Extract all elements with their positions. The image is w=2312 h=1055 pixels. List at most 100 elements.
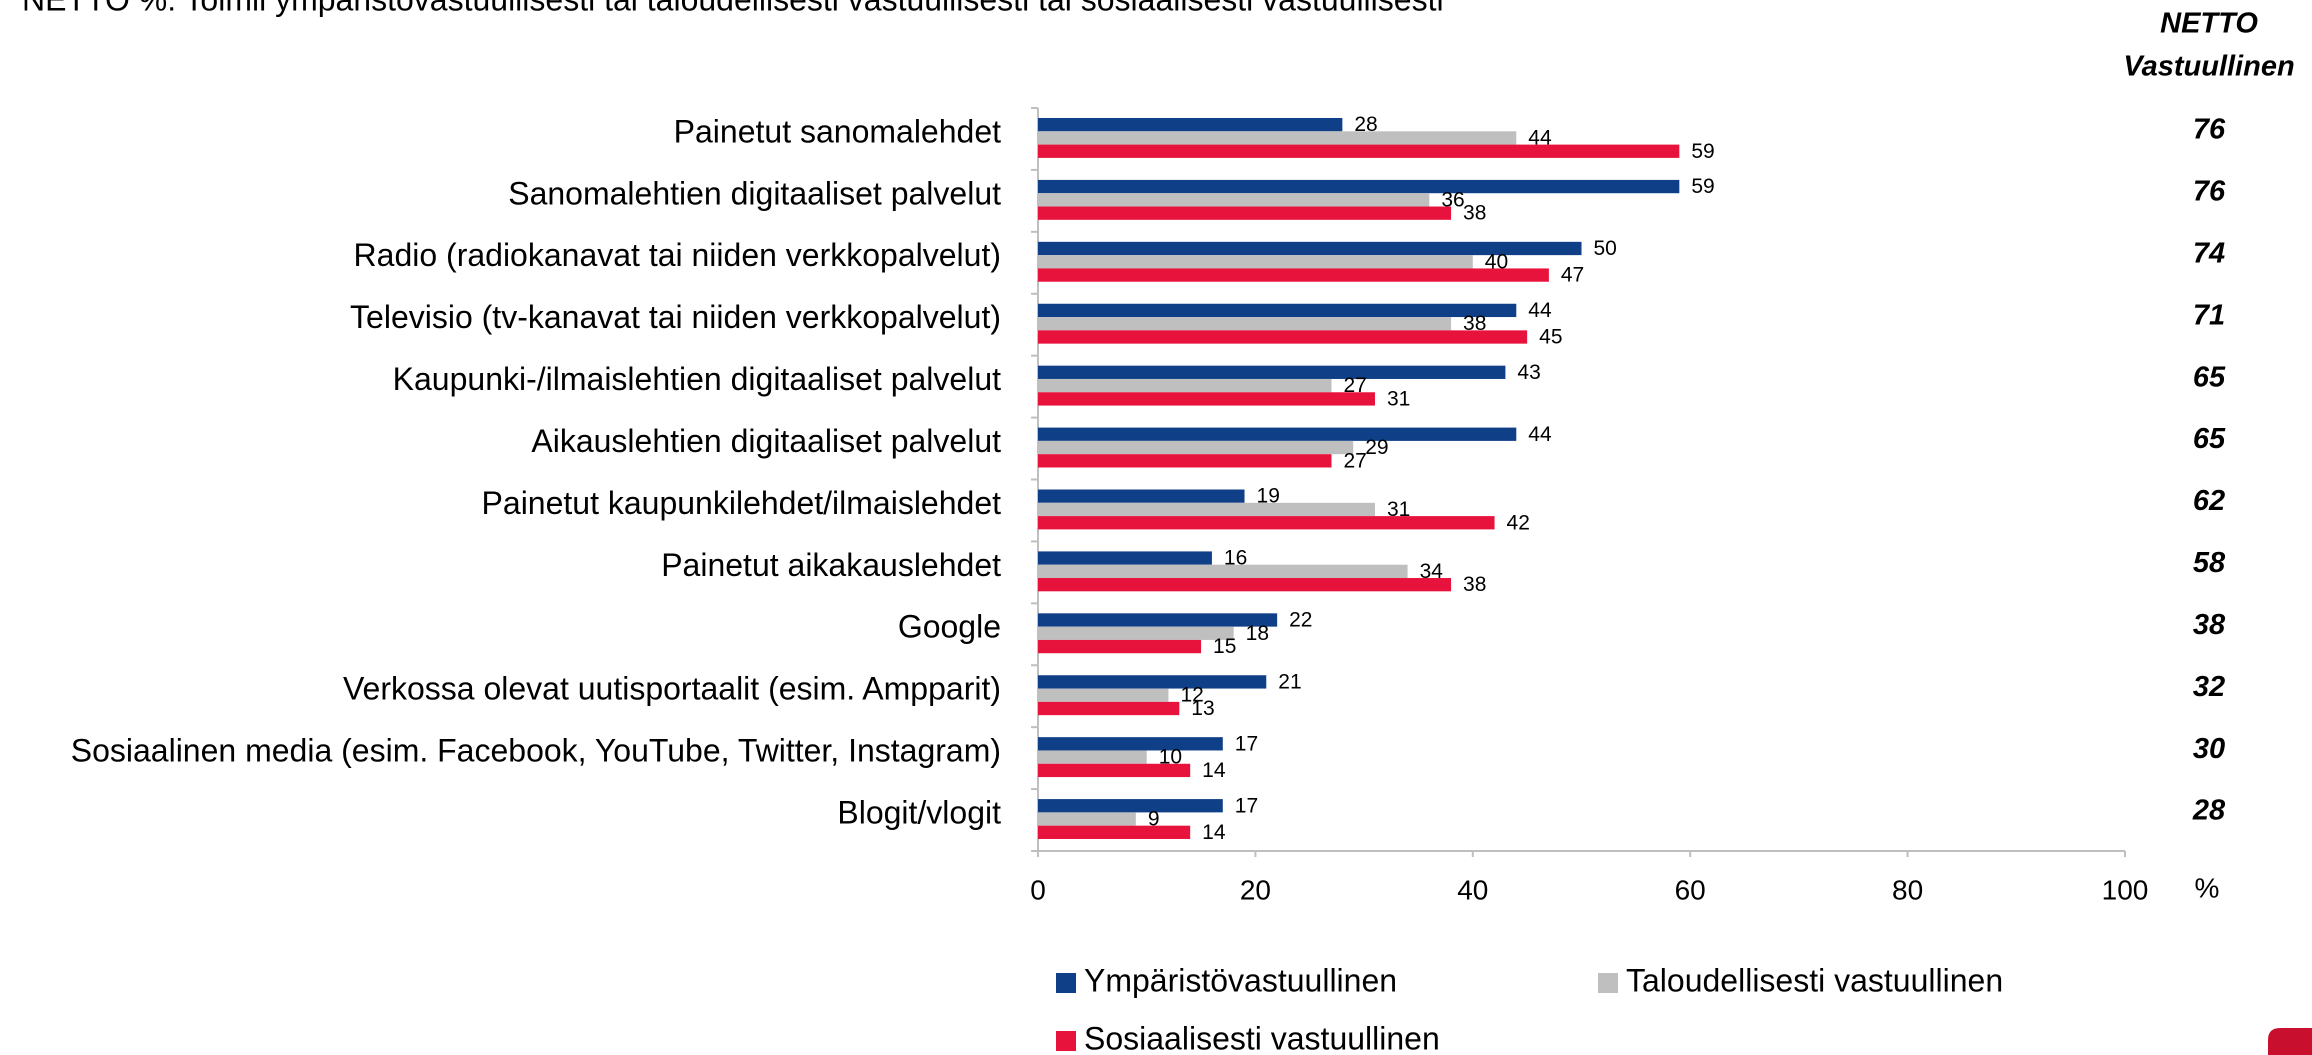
value-label: 42	[1507, 511, 1530, 534]
bar	[1038, 131, 1517, 145]
x-tick-label: 60	[1675, 874, 1706, 905]
value-label: 38	[1463, 312, 1486, 335]
legend-swatch	[1056, 1031, 1076, 1051]
value-label: 17	[1235, 732, 1258, 755]
bar	[1038, 812, 1136, 826]
bar	[1038, 564, 1408, 579]
netto-value: 65	[2193, 423, 2226, 455]
bar	[1038, 737, 1223, 751]
x-tick-label: 80	[1892, 874, 1923, 905]
netto-value: 28	[2192, 795, 2226, 827]
bar	[1038, 578, 1452, 592]
value-label: 28	[1354, 113, 1377, 136]
value-label: 21	[1278, 670, 1301, 693]
value-label: 17	[1235, 794, 1258, 817]
value-label: 50	[1594, 237, 1617, 260]
value-label: 59	[1691, 140, 1714, 163]
netto-value: 58	[2193, 547, 2226, 579]
value-label: 27	[1343, 374, 1366, 397]
value-label: 13	[1191, 697, 1214, 720]
category-label: Kaupunki-/ilmaislehtien digitaaliset pal…	[393, 361, 1001, 397]
x-tick-label: 0	[1030, 874, 1046, 905]
netto-value: 38	[2193, 609, 2226, 641]
x-unit: %	[2195, 872, 2220, 903]
category-label: Sanomalehtien digitaaliset palvelut	[508, 175, 1001, 211]
bar	[1038, 750, 1147, 764]
bar	[1038, 118, 1343, 132]
category-label: Sosiaalinen media (esim. Facebook, YouTu…	[71, 733, 1001, 769]
value-label: 9	[1148, 808, 1160, 831]
bar	[1038, 551, 1212, 565]
value-label: 14	[1202, 759, 1226, 782]
bar	[1038, 502, 1375, 517]
netto-value: 30	[2193, 733, 2225, 765]
x-tick-label: 40	[1457, 874, 1488, 905]
bar	[1038, 489, 1245, 503]
value-label: 38	[1463, 202, 1486, 225]
value-label: 10	[1159, 746, 1182, 769]
value-label: 43	[1517, 361, 1540, 384]
bar	[1038, 613, 1278, 627]
bar	[1038, 454, 1332, 468]
value-label: 44	[1528, 126, 1552, 149]
x-tick-label: 20	[1240, 874, 1271, 905]
legend-label: Taloudellisesti vastuullinen	[1626, 962, 2003, 998]
bar	[1038, 330, 1528, 344]
bar	[1038, 255, 1473, 269]
bar	[1038, 626, 1234, 640]
legend-label: Ympäristövastuullinen	[1084, 962, 1397, 998]
bar	[1038, 303, 1517, 318]
netto-value: 32	[2193, 671, 2225, 703]
netto-value: 65	[2193, 361, 2226, 393]
bar	[1038, 365, 1506, 379]
bar	[1038, 516, 1495, 530]
bar	[1038, 675, 1267, 689]
bar	[1038, 688, 1169, 702]
legend-swatch	[1598, 973, 1618, 993]
category-label: Painetut sanomalehdet	[674, 113, 1001, 149]
value-label: 44	[1528, 299, 1552, 322]
corner-logo	[2268, 1028, 2312, 1055]
category-label: Blogit/vlogit	[837, 794, 1001, 830]
value-label: 29	[1365, 436, 1388, 459]
bar	[1038, 392, 1375, 406]
chart-title: NETTO %: Toimii ympäristövastuullisesti …	[22, 0, 1444, 17]
bar	[1038, 317, 1452, 331]
bar	[1038, 144, 1680, 158]
bar	[1038, 427, 1517, 441]
value-label: 14	[1202, 821, 1226, 844]
legend-swatch	[1056, 973, 1076, 993]
value-label: 44	[1528, 423, 1552, 446]
value-label: 22	[1289, 609, 1312, 632]
bar	[1038, 378, 1332, 393]
bar	[1038, 799, 1223, 813]
netto-value: 62	[2193, 485, 2225, 517]
value-label: 47	[1561, 264, 1584, 287]
bar	[1038, 763, 1191, 778]
category-label: Painetut aikakauslehdet	[661, 547, 1001, 583]
bar	[1038, 701, 1180, 716]
netto-header: NETTO	[2160, 8, 2258, 40]
value-label: 31	[1387, 498, 1410, 521]
value-label: 31	[1387, 387, 1410, 410]
netto-value: 76	[2193, 176, 2226, 208]
bar	[1038, 206, 1452, 220]
legend-label: Sosiaalisesti vastuullinen	[1084, 1020, 1440, 1055]
bar	[1038, 639, 1202, 654]
bar	[1038, 440, 1354, 455]
category-label: Televisio (tv-kanavat tai niiden verkkop…	[350, 299, 1001, 335]
value-label: 15	[1213, 635, 1236, 658]
value-label: 16	[1224, 547, 1247, 570]
category-label: Verkossa olevat uutisportaalit (esim. Am…	[343, 671, 1001, 707]
value-label: 34	[1420, 560, 1444, 583]
category-label: Radio (radiokanavat tai niiden verkkopal…	[354, 237, 1001, 273]
value-label: 12	[1180, 684, 1203, 707]
bar	[1038, 193, 1430, 207]
category-label: Painetut kaupunkilehdet/ilmaislehdet	[482, 485, 1002, 521]
value-label: 19	[1257, 485, 1280, 508]
netto-header: Vastuullinen	[2123, 51, 2294, 83]
value-label: 38	[1463, 573, 1486, 596]
value-label: 18	[1246, 622, 1269, 645]
bar	[1038, 179, 1680, 194]
